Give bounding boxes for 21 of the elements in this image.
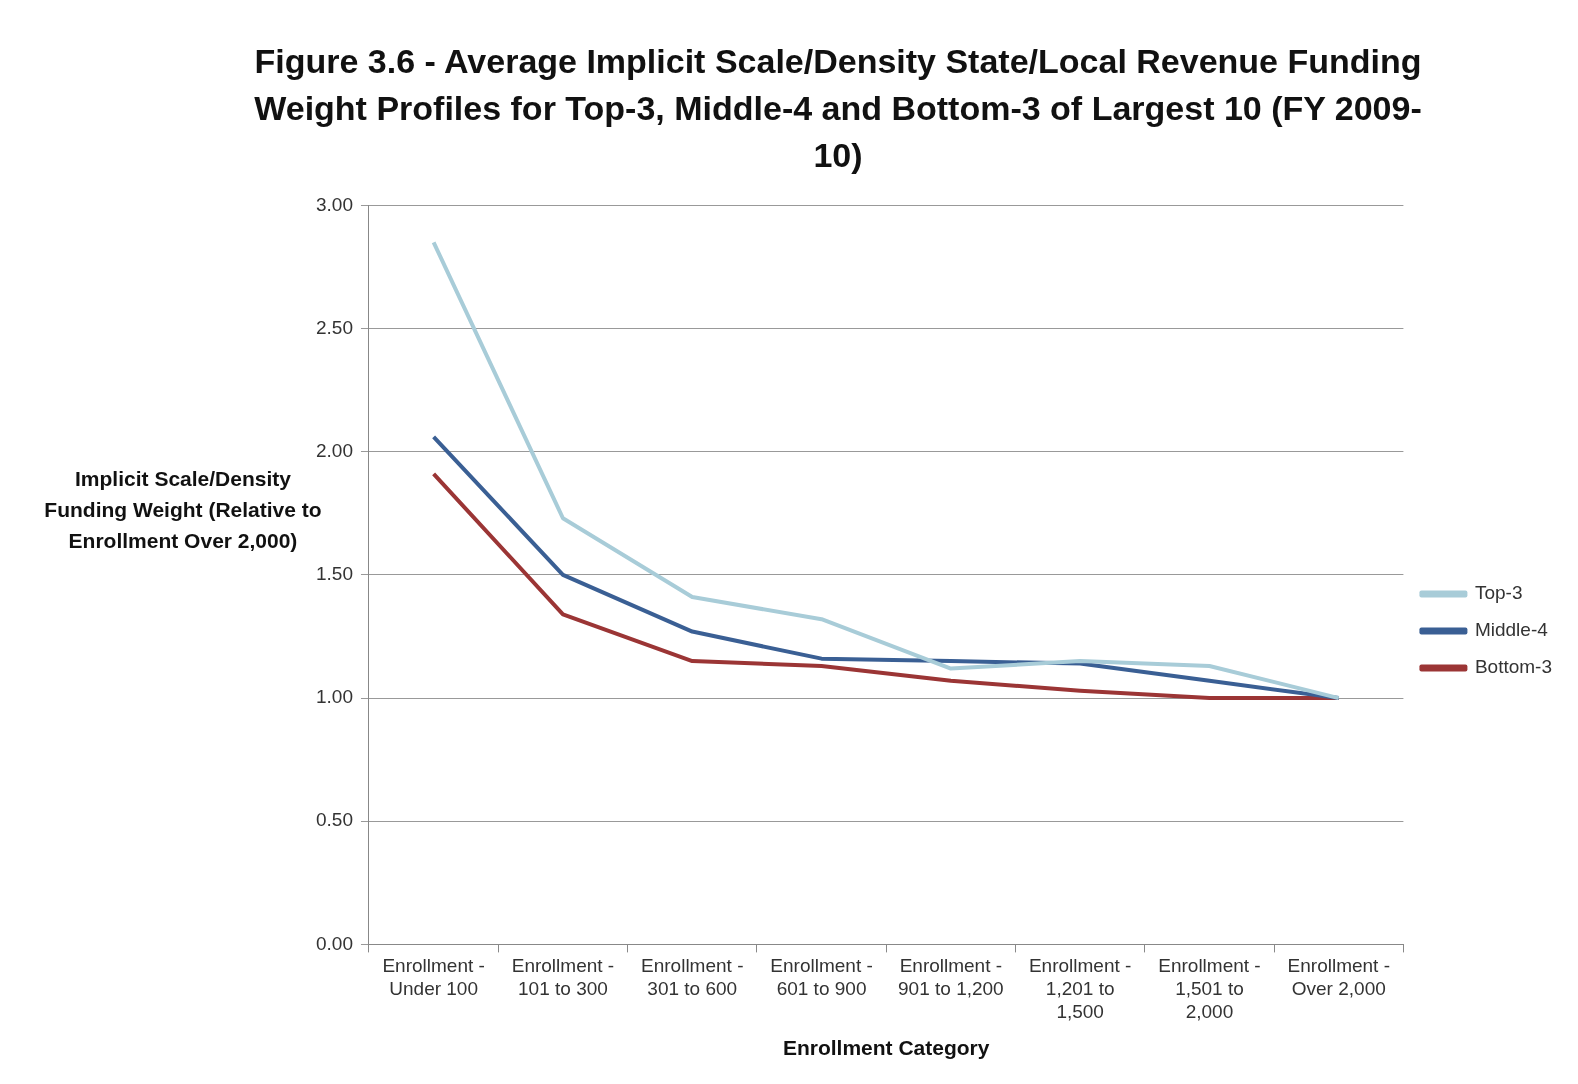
legend-label: Top-3 — [1474, 582, 1523, 604]
y-tick-label: 1.50 — [316, 563, 353, 585]
x-tick-label: Enrollment - 301 to 600 — [641, 955, 744, 999]
legend-label: Middle-4 — [1474, 619, 1549, 641]
x-tick-label: Enrollment - Under 100 — [382, 955, 485, 999]
x-tick-label: Enrollment - 601 to 900 — [770, 955, 873, 999]
y-tick-label: 0.50 — [316, 809, 353, 831]
y-tick-label: 1.00 — [316, 686, 353, 708]
y-axis-title: Implicit Scale/Density Funding Weight (Relative to Enrollment Over 2,000) — [43, 466, 323, 554]
y-tick-label: 2.50 — [316, 316, 353, 338]
legend-label: Bottom-3 — [1474, 656, 1553, 678]
x-tick-label: Enrollment - 1,501 to 2,000 — [1158, 955, 1261, 1022]
y-tick-label: 2.00 — [316, 439, 353, 461]
y-tick-label: 0.00 — [316, 932, 353, 954]
x-axis-title: Enrollment Category — [782, 1036, 990, 1060]
chart-title: Figure 3.6 - Average Implicit Scale/Density State/Local Revenue Funding Weight Profiles for Top-3, Middle-4 and Bottom-3 of Largest 10 (FY 2009-10) — [253, 41, 1423, 176]
x-tick-label: Enrollment - 1,201 to 1,500 — [1028, 955, 1132, 1022]
x-tick-label: Enrollment - 101 to 300 — [511, 955, 615, 999]
x-tick-label: Enrollment - 901 to 1,200 — [898, 955, 1004, 999]
y-tick-label: 3.00 — [316, 193, 353, 215]
x-tick-label: Enrollment - Over 2,000 — [1287, 955, 1390, 999]
